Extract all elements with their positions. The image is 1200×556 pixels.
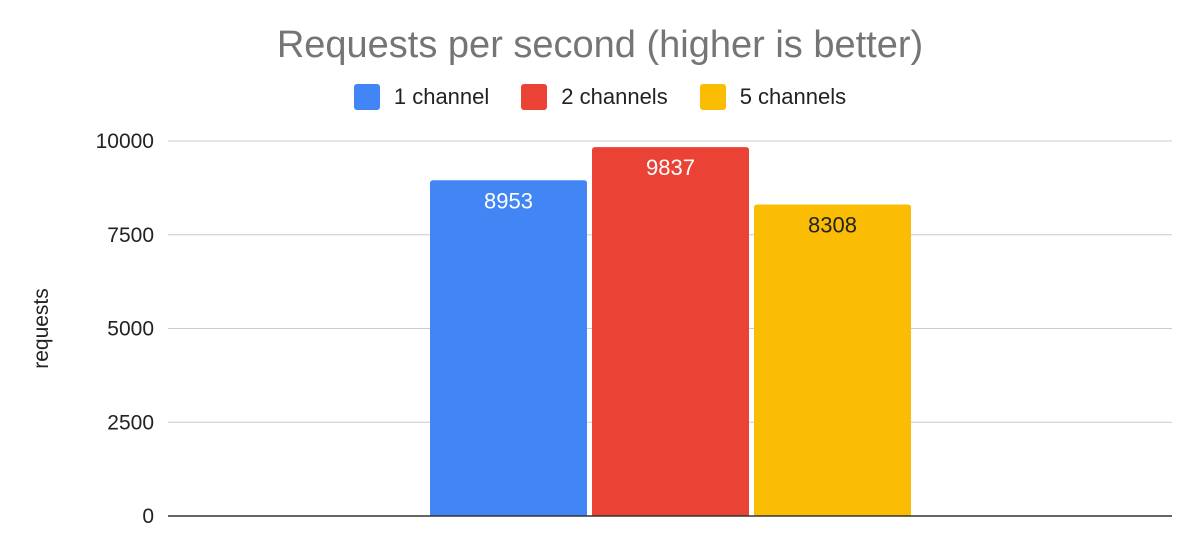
- legend-label-5-channels: 5 channels: [739, 84, 847, 109]
- legend-item-5-channels[interactable]: 5 channels: [699, 84, 847, 110]
- y-tick-label-0: 0: [142, 505, 154, 528]
- data-label-2-channels: 9837: [646, 155, 695, 180]
- legend-label-1-channel: 1 channel: [393, 84, 490, 109]
- y-axis-label: requests: [30, 288, 53, 369]
- legend-swatch-2-channels: [521, 84, 548, 110]
- legend-item-2-channels[interactable]: 2 channels: [521, 84, 668, 110]
- legend-swatch-1-channel: [353, 84, 380, 110]
- legend-label-2-channels: 2 channels: [561, 84, 668, 109]
- data-label-5-channels: 8308: [808, 212, 857, 237]
- y-tick-label-5000: 5000: [107, 318, 154, 341]
- bar-5-channels[interactable]: [754, 204, 911, 516]
- y-tick-label-2500: 2500: [107, 411, 154, 434]
- bars: [430, 147, 911, 517]
- data-labels: 8953 9837 8308: [484, 155, 857, 237]
- chart-title: Requests per second (higher is better): [276, 24, 924, 66]
- chart-legend: 1 channel 2 channels 5 channels: [0, 84, 1200, 110]
- bar-2-channels[interactable]: [592, 147, 749, 517]
- data-label-1-channel: 8953: [484, 188, 533, 213]
- legend-swatch-5-channels: [699, 84, 726, 110]
- y-tick-label-7500: 7500: [107, 224, 154, 247]
- bar-1-channel[interactable]: [430, 180, 587, 516]
- legend-item-1-channel[interactable]: 1 channel: [353, 84, 490, 110]
- y-tick-label-10000: 10000: [96, 130, 154, 153]
- y-axis-ticks: 0 2500 5000 7500 10000: [96, 130, 154, 528]
